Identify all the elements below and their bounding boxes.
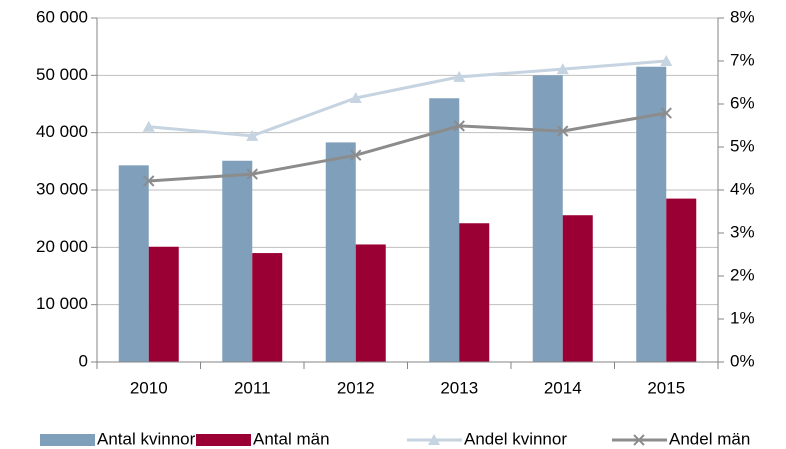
y2-tick-label: 1% xyxy=(730,308,755,327)
line-marker xyxy=(350,149,362,161)
line-marker xyxy=(246,168,258,180)
y2-tick-label: 6% xyxy=(730,93,755,112)
y2-tick-label: 0% xyxy=(730,351,755,370)
legend-marker xyxy=(633,434,645,446)
y2-tick-label: 4% xyxy=(730,179,755,198)
x-tick-label: 2014 xyxy=(544,378,582,397)
y-tick-label: 50 000 xyxy=(36,65,88,84)
y-tick-label: 30 000 xyxy=(36,179,88,198)
y-tick-label: 40 000 xyxy=(36,122,88,141)
y-tick-label: 20 000 xyxy=(36,237,88,256)
line-marker xyxy=(349,91,362,103)
line-marker xyxy=(557,125,569,137)
line-marker xyxy=(556,63,569,75)
bar xyxy=(429,98,460,363)
y2-tick-label: 8% xyxy=(730,7,755,26)
y-tick-label: 10 000 xyxy=(36,294,88,313)
x-tick-label: 2012 xyxy=(337,378,375,397)
bar xyxy=(222,160,253,362)
y-tick-label: 0 xyxy=(79,351,88,370)
bar xyxy=(118,165,149,362)
bar xyxy=(666,198,697,362)
line-marker xyxy=(246,129,259,141)
y2-tick-label: 7% xyxy=(730,50,755,69)
x-tick-label: 2010 xyxy=(130,378,168,397)
y-tick-label: 60 000 xyxy=(36,7,88,26)
bar xyxy=(532,75,563,362)
line-marker xyxy=(143,175,155,187)
x-tick-label: 2013 xyxy=(440,378,478,397)
y2-tick-label: 2% xyxy=(730,265,755,284)
y2-tick-label: 3% xyxy=(730,222,755,241)
bar xyxy=(562,215,593,362)
legend-label: Antal kvinnor xyxy=(97,429,196,448)
legend-swatch xyxy=(40,434,95,446)
bar xyxy=(325,142,356,362)
y2-tick-label: 5% xyxy=(730,136,755,155)
legend-marker xyxy=(428,434,440,445)
line-marker xyxy=(142,120,155,132)
bar xyxy=(636,66,667,362)
legend-swatch xyxy=(196,434,251,446)
legend-label: Andel kvinnor xyxy=(464,429,567,448)
line-marker xyxy=(660,55,673,66)
bar xyxy=(355,244,386,362)
legend-label: Andel män xyxy=(669,429,750,448)
line xyxy=(148,59,667,138)
bar xyxy=(252,253,283,362)
line xyxy=(148,111,667,183)
legend-label: Antal män xyxy=(253,429,330,448)
bar xyxy=(459,223,490,362)
x-tick-label: 2011 xyxy=(234,378,271,397)
x-tick-label: 2015 xyxy=(647,378,685,397)
line-marker xyxy=(453,120,465,132)
line-marker xyxy=(660,107,672,119)
line-marker xyxy=(453,70,466,82)
bar xyxy=(148,246,179,362)
